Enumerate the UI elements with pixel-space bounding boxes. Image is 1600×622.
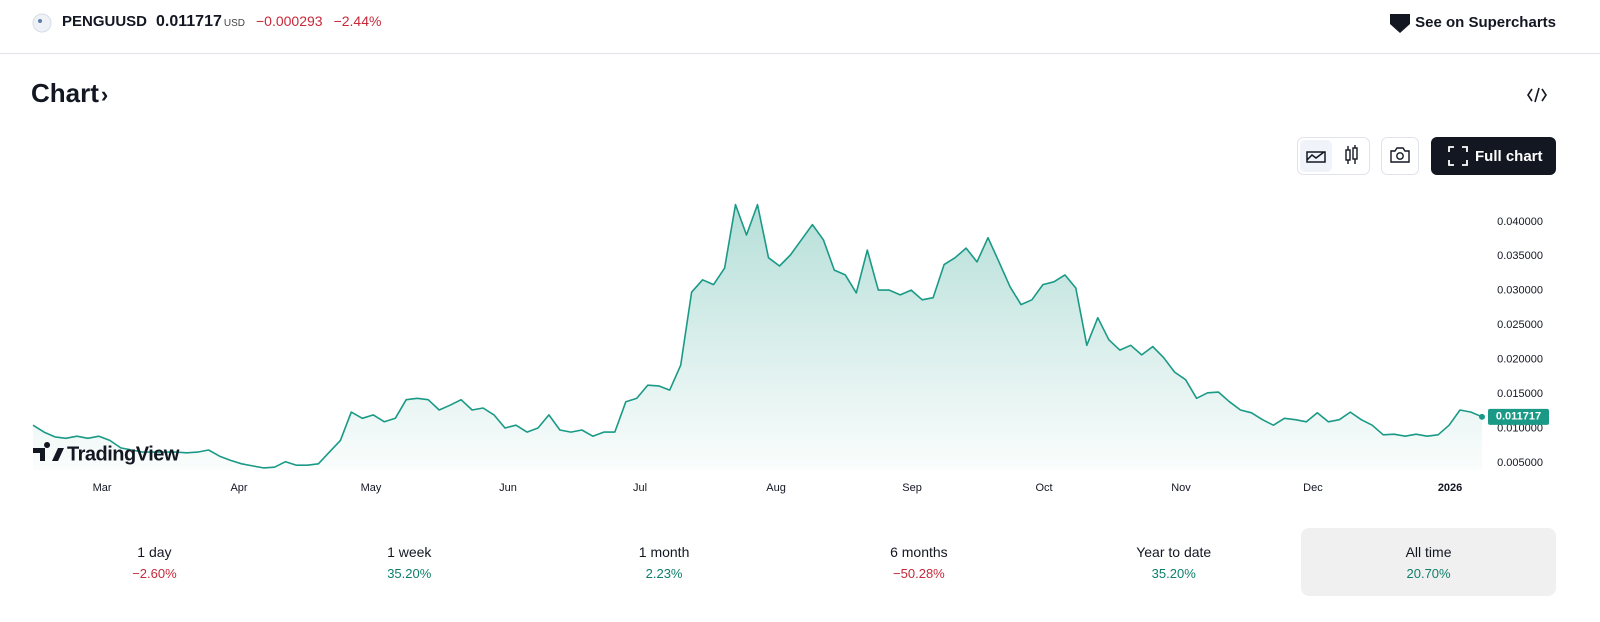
plot-area: 0.005000 0.010000 0.015000 0.020000 0.025000… [32, 203, 1549, 494]
divider [0, 53, 1600, 54]
full-chart-label: Full chart [1475, 148, 1543, 165]
fullscreen-icon [1448, 146, 1468, 166]
fullscreen-path [1448, 146, 1468, 166]
watermark-text: TradingView [67, 443, 180, 465]
full-chart-button[interactable]: Full chart [1431, 137, 1556, 175]
period-change: 20.70% [1406, 566, 1451, 581]
period-tab[interactable]: All time 20.70% [1301, 528, 1556, 596]
currency: USD [223, 18, 245, 29]
x-tick-label: Aug [766, 482, 786, 494]
x-tick-label: Apr [230, 482, 247, 494]
period-change: −2.60% [132, 566, 177, 581]
x-tick-label: 2026 [1438, 482, 1462, 494]
symbol-icon-dot [38, 19, 42, 23]
period-tab[interactable]: 1 week 35.20% [282, 528, 537, 596]
price-line [32, 203, 1483, 469]
x-tick-label: Dec [1303, 482, 1323, 494]
y-tick-label: 0.015000 [1497, 388, 1543, 400]
price-change: −0.000293 [256, 13, 323, 29]
period-change: 35.20% [387, 566, 432, 581]
chevron: › [100, 82, 109, 107]
x-tick-label: Nov [1171, 482, 1191, 494]
x-tick-label: Oct [1035, 482, 1052, 494]
symbol: PENGUUSD [62, 13, 148, 30]
symbol-icon [32, 13, 52, 33]
period-tab[interactable]: 6 months −50.28% [791, 528, 1046, 596]
x-tick-label: Sep [902, 482, 922, 494]
last-point [1479, 413, 1485, 420]
camera-icon [1396, 152, 1404, 160]
x-tick-label: May [361, 482, 382, 494]
section-title-text: Chart [31, 78, 99, 108]
period-label: 1 month [638, 544, 690, 560]
period-label: 6 months [890, 544, 948, 560]
period-change: 35.20% [1151, 566, 1196, 581]
period-change: −50.28% [893, 566, 945, 581]
period-label: All time [1405, 544, 1452, 560]
x-tick-label: Mar [93, 482, 112, 494]
supercharts-link[interactable]: See on Supercharts [1415, 14, 1556, 31]
last-price-badge [1488, 408, 1549, 425]
y-tick-label: 0.005000 [1497, 457, 1543, 469]
y-tick-label: 0.010000 [1497, 423, 1543, 435]
embed-icon[interactable] [1527, 87, 1547, 103]
y-tick-label: 0.030000 [1497, 285, 1543, 297]
camera-icon [1390, 147, 1410, 163]
period-label: 1 day [137, 544, 172, 560]
period-tab[interactable]: 1 day −2.60% [27, 528, 282, 596]
candle-icon [1347, 145, 1356, 164]
area-style-button[interactable] [1300, 140, 1332, 172]
y-tick-label: 0.020000 [1497, 354, 1543, 366]
symbol-header: PENGUUSD 0.011717 USD −0.000293 −2.44% [62, 13, 381, 35]
price: 0.011717 [156, 13, 222, 30]
y-tick-label: 0.025000 [1497, 319, 1543, 331]
watermark-logo [33, 442, 64, 461]
area-icon [1306, 151, 1326, 163]
period-label: 1 week [387, 544, 432, 560]
candle-style-button[interactable] [1345, 145, 1358, 164]
period-label: Year to date [1136, 544, 1212, 560]
supercharts-icon[interactable] [1390, 14, 1410, 33]
period-stats: 1 day −2.60% 1 week 35.20% 1 month 2.23% 6 mon… [27, 528, 1556, 596]
price-change-percent: −2.44% [333, 13, 382, 29]
x-tick-label: Jun [499, 482, 517, 494]
period-tab[interactable]: 1 month 2.23% [537, 528, 792, 596]
section-title[interactable]: Chart› [31, 78, 108, 109]
y-tick-label: 0.040000 [1497, 216, 1543, 228]
y-tick-label: 0.035000 [1497, 250, 1543, 262]
period-change: 2.23% [645, 566, 683, 581]
snapshot-button[interactable] [1381, 137, 1419, 175]
last-price-label: 0.011717 [1496, 411, 1541, 423]
x-tick-label: Jul [633, 482, 647, 494]
period-tab[interactable]: Year to date 35.20% [1046, 528, 1301, 596]
area-fill [33, 204, 1482, 470]
watermark: TradingView [33, 442, 180, 465]
